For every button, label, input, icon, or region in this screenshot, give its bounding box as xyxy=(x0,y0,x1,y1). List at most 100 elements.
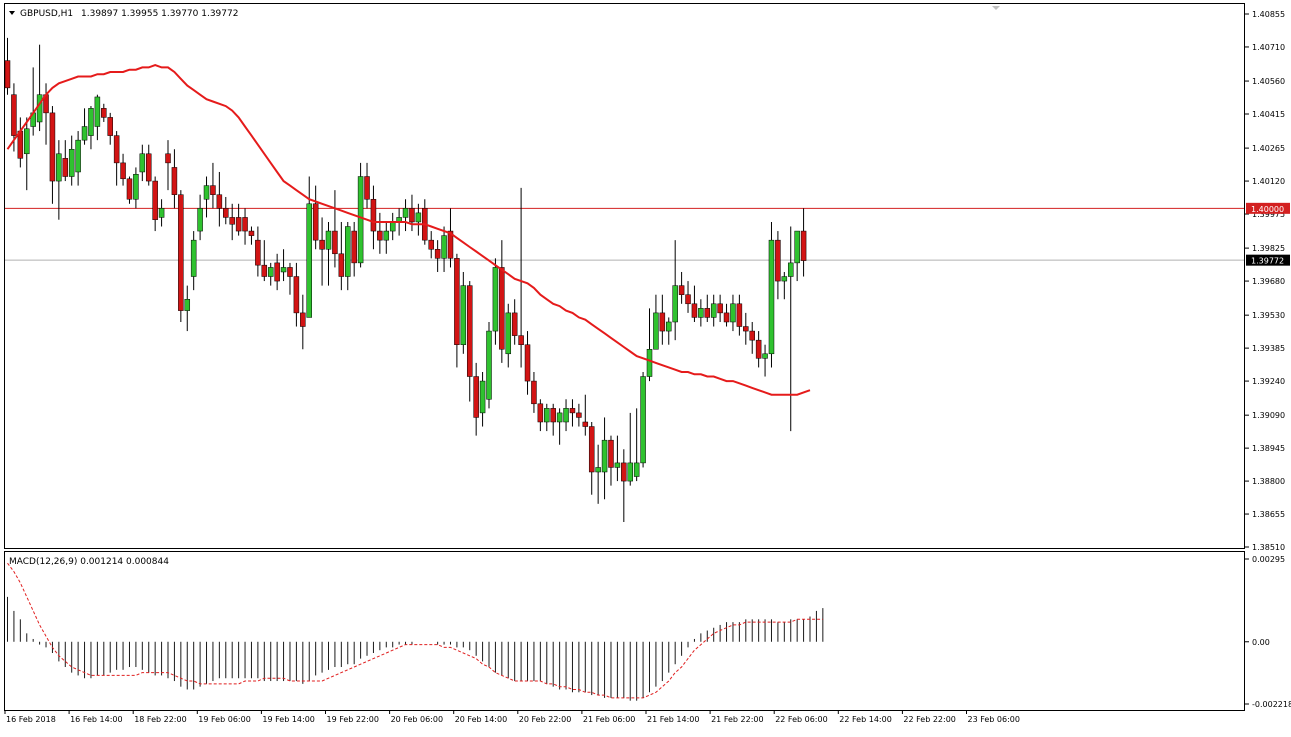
bear-candle xyxy=(113,131,120,186)
candle-body xyxy=(223,208,229,218)
candle-body xyxy=(473,376,479,418)
y-tick-label: 1.40120 xyxy=(1252,177,1285,186)
candle-body xyxy=(158,208,165,218)
candle-body xyxy=(479,380,486,414)
bear-candle xyxy=(755,331,762,368)
candle-body xyxy=(755,339,762,359)
candle-body xyxy=(62,158,69,177)
candle-body xyxy=(248,230,255,236)
macd-y-tick-label: 0.00 xyxy=(1252,638,1270,647)
bull-candle xyxy=(190,231,197,291)
bull-candle xyxy=(94,94,101,141)
candle-body xyxy=(306,203,312,318)
bull-candle xyxy=(601,417,608,500)
bull-candle xyxy=(383,221,390,254)
bear-candle xyxy=(152,176,158,232)
x-tick-label: 22 Feb 14:00 xyxy=(839,715,891,724)
bull-candle xyxy=(81,108,88,145)
bear-candle xyxy=(293,262,300,327)
candle-body xyxy=(36,94,43,123)
candle-body xyxy=(460,285,467,345)
bear-candle xyxy=(235,203,242,236)
candle-body xyxy=(261,264,268,277)
bid-price-tag: 1.39772 xyxy=(1246,254,1290,266)
bear-candle xyxy=(351,221,357,277)
candle-body xyxy=(768,239,775,355)
candle-body xyxy=(595,467,601,473)
candle-body xyxy=(518,335,524,345)
candle-body xyxy=(672,285,678,323)
y-tick-label: 1.40855 xyxy=(1252,10,1285,19)
bear-candle xyxy=(229,203,235,241)
bear-candle xyxy=(531,371,537,413)
bid-price-tag-label: 1.39772 xyxy=(1251,257,1284,266)
bull-candle xyxy=(710,294,717,327)
bull-candle xyxy=(402,199,409,232)
bear-candle xyxy=(524,331,531,395)
candle-body xyxy=(267,267,274,277)
bear-candle xyxy=(434,240,441,272)
candle-body xyxy=(357,176,364,264)
bull-candle xyxy=(595,444,601,504)
candle-body xyxy=(486,330,492,400)
candle-body xyxy=(120,162,126,180)
bear-candle xyxy=(261,240,268,282)
bear-candle xyxy=(691,285,698,322)
bear-candle xyxy=(582,394,589,436)
bull-candle xyxy=(794,230,800,282)
bull-candle xyxy=(646,308,653,382)
candle-body xyxy=(56,153,62,182)
candle-body xyxy=(68,148,75,177)
ohlc-label: 1.39897 1.39955 1.39770 1.39772 xyxy=(81,9,238,19)
bear-candle xyxy=(736,294,743,336)
bull-candle xyxy=(787,226,794,432)
candle-body xyxy=(312,203,319,241)
bear-candle xyxy=(165,140,171,191)
bull-candle xyxy=(730,294,736,332)
bull-candle xyxy=(184,285,191,332)
candle-body xyxy=(582,421,589,427)
bear-candle xyxy=(216,171,223,227)
bear-candle xyxy=(210,162,216,209)
y-tick-label: 1.39825 xyxy=(1252,244,1285,253)
dropdown-triangle-icon[interactable] xyxy=(9,11,15,15)
y-tick-label: 1.38655 xyxy=(1252,510,1285,519)
bull-candle xyxy=(666,317,672,345)
bear-candle xyxy=(704,294,711,322)
candle-body xyxy=(704,308,711,318)
bear-candle xyxy=(569,399,576,427)
bull-candle xyxy=(139,144,146,182)
bear-candle xyxy=(518,187,524,368)
bull-candle xyxy=(479,371,486,427)
bear-candle xyxy=(685,281,691,313)
bull-candle xyxy=(133,167,139,209)
bear-candle xyxy=(338,221,345,291)
candle-body xyxy=(646,349,653,377)
candle-body xyxy=(505,312,512,355)
y-tick-label: 1.40710 xyxy=(1252,43,1285,52)
bear-candle xyxy=(107,112,113,145)
candle-body xyxy=(300,312,306,327)
bull-candle xyxy=(505,303,512,368)
scroll-marker-icon[interactable] xyxy=(992,6,1000,10)
candle-body xyxy=(280,267,287,273)
bull-candle xyxy=(88,106,94,150)
candle-body xyxy=(454,258,460,345)
candle-body xyxy=(383,230,390,241)
x-tick-label: 19 Feb 14:00 xyxy=(262,715,314,724)
bear-candle xyxy=(621,449,627,522)
bear-candle xyxy=(242,208,248,245)
bull-candle xyxy=(345,221,351,291)
y-tick-label: 1.40415 xyxy=(1252,110,1285,119)
candle-body xyxy=(633,462,640,477)
macd-signal-line xyxy=(7,562,823,699)
bear-candle xyxy=(743,312,749,345)
candle-body xyxy=(550,408,556,423)
bull-candle xyxy=(698,299,704,327)
y-tick-label: 1.39680 xyxy=(1252,277,1285,286)
symbol-label: GBPUSD,H1 xyxy=(20,9,73,19)
bull-candle xyxy=(486,321,492,409)
candle-body xyxy=(787,262,794,277)
